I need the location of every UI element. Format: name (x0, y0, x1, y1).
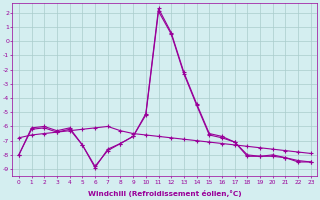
X-axis label: Windchill (Refroidissement éolien,°C): Windchill (Refroidissement éolien,°C) (88, 190, 242, 197)
